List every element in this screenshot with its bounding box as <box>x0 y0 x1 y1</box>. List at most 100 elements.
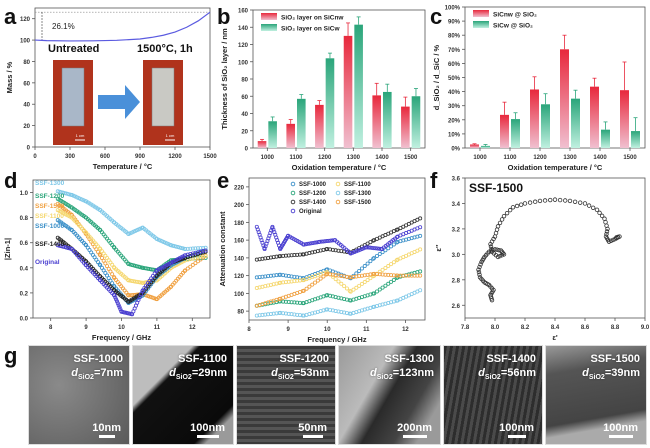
y-axis-label: Attenuation constant <box>218 211 227 286</box>
y-axis-label: d_SiO₂ / d_SiC / % <box>432 44 441 110</box>
y-tick-label: 0 <box>27 146 31 152</box>
data-point <box>135 264 140 269</box>
data-point <box>501 252 507 257</box>
x-tick-label: 8 <box>49 325 53 331</box>
chart-b-sio2-thickness: 0 20 40 60 80 100 120 140 160 1000 1100 1200 1300 140… <box>220 9 426 172</box>
inset-label-treated: 1500°C, 1h <box>137 43 193 55</box>
y-tick-label: 90% <box>448 20 461 26</box>
bar <box>500 114 509 148</box>
scale-bar-label: 100nm <box>603 422 638 434</box>
y-tick-label: 2.8 <box>452 278 461 284</box>
data-point <box>195 259 200 264</box>
data-point <box>608 238 614 243</box>
data-point <box>391 242 396 247</box>
data-point <box>315 278 320 283</box>
data-point <box>368 259 373 264</box>
legend-label: SSF-1100 <box>35 213 64 220</box>
y-tick-label: 220 <box>234 185 245 191</box>
scale-bar-label: 200nm <box>397 422 432 434</box>
data-point <box>103 261 108 266</box>
x-tick-label: 12 <box>189 325 196 331</box>
data-point <box>190 262 195 267</box>
scale-bar: 100nm <box>603 422 638 438</box>
scale-bar-line <box>196 435 219 438</box>
x-axis-label: Frequency / GHz <box>92 333 151 342</box>
legend-marker <box>290 181 296 187</box>
bar <box>560 49 569 148</box>
data-point <box>198 249 203 254</box>
data-point <box>499 253 505 258</box>
data-point <box>111 287 116 292</box>
data-point <box>195 246 200 251</box>
data-point <box>418 247 423 252</box>
sio2-thickness: dSiO2=53nm <box>271 367 329 382</box>
data-point <box>105 264 110 269</box>
legend-swatch <box>473 21 489 28</box>
legend-marker <box>290 190 296 196</box>
data-point <box>386 264 391 269</box>
y-axis-label: |Zin-1| <box>3 238 12 260</box>
legend-label: SSF-1500 <box>35 203 65 210</box>
data-point <box>357 283 362 288</box>
data-point <box>185 252 190 257</box>
chart-c-thickness-ratio: 0% 10% 20% 30% 40% 50% 60% 70% 80% 90% 100% 1000 110… <box>432 6 646 172</box>
legend-label: SiO₂ layer on SiCw <box>281 26 340 33</box>
y-tick-label: 30% <box>448 104 461 110</box>
scale-bar-line <box>507 435 526 438</box>
legend-marker <box>290 199 296 205</box>
data-point <box>602 216 607 221</box>
chart-e-attenuation: 80 100 120 140 160 180 200 220 8 9 10 11 12 Frequency… <box>218 177 426 344</box>
data-point <box>362 280 367 285</box>
y-tick-label: 0.0 <box>20 317 29 323</box>
data-point <box>389 279 394 284</box>
panel-letter-g: g <box>4 343 18 368</box>
y-tick-label: 50% <box>448 76 461 82</box>
data-point <box>372 291 377 296</box>
y-tick-label: 3.0 <box>452 253 461 259</box>
y-tick-label: 120 <box>234 274 245 280</box>
tem-label: SSF-1400 dSiO2=56nm <box>478 352 536 385</box>
data-point <box>83 230 88 235</box>
y-tick-label: 0.2 <box>20 291 29 297</box>
data-point <box>203 245 208 250</box>
bar <box>268 121 277 148</box>
data-point <box>603 219 608 225</box>
x-axis-label: Temperature / °C <box>93 162 153 171</box>
data-point <box>582 201 588 206</box>
data-point <box>188 252 193 257</box>
data-point <box>599 213 605 219</box>
y-tick-label: 180 <box>234 221 245 227</box>
data-point <box>499 217 505 222</box>
legend-label: Original <box>299 209 322 215</box>
x-tick-label: 1500 <box>404 155 418 161</box>
y-tick-label: 0.6 <box>20 241 29 247</box>
data-point <box>326 238 331 243</box>
data-point <box>183 253 188 258</box>
y-tick-label: 20 <box>241 129 248 135</box>
data-point <box>136 264 141 269</box>
data-point <box>201 249 206 254</box>
legend-label: SSF-1200 <box>299 191 327 197</box>
y-tick-label: 0.4 <box>20 266 29 272</box>
data-point <box>372 255 377 260</box>
y-tick-label: 40% <box>448 90 461 96</box>
data-point <box>352 249 357 254</box>
data-point <box>129 262 134 267</box>
data-point <box>188 246 193 251</box>
data-point <box>369 245 374 250</box>
data-point <box>339 281 344 286</box>
plot-frame <box>248 177 426 321</box>
data-point <box>183 247 188 252</box>
x-axis-label: Oxidation temperature / °C <box>508 163 603 172</box>
x-axis-label: ε' <box>552 333 558 342</box>
scale-bar-line <box>98 435 115 438</box>
tem-label: SSF-1500 dSiO2=39nm <box>582 352 640 385</box>
data-point <box>183 268 188 273</box>
x-tick-label: 1300 <box>347 155 361 161</box>
data-point <box>497 220 503 226</box>
data-point <box>321 274 326 279</box>
scale-bar-label: 100nm <box>499 422 534 434</box>
data-point <box>489 247 494 252</box>
legend-label: SSF-1500 <box>344 200 372 206</box>
